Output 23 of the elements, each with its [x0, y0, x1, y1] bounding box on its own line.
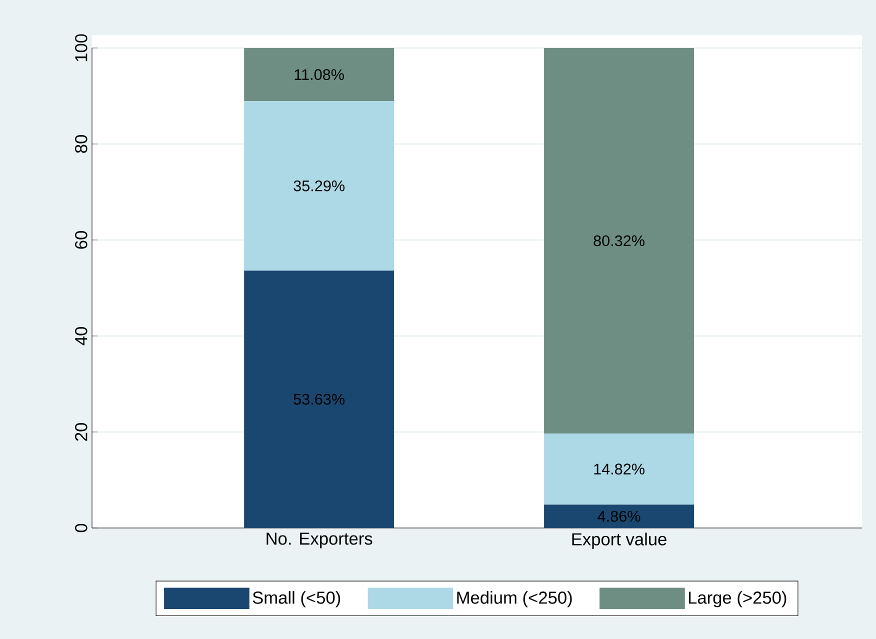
- y-tick-label: 0: [75, 524, 88, 532]
- data-label: 11.08%: [294, 69, 344, 80]
- bar: [544, 504, 694, 528]
- data-label: 4.86%: [598, 510, 640, 522]
- data-label: 80.32%: [594, 235, 644, 246]
- x-tick-label: No. Exporters: [266, 532, 372, 548]
- y-tick-label: 80: [75, 135, 88, 153]
- data-label: 14.82%: [594, 464, 644, 475]
- bar: [244, 270, 394, 528]
- legend-label: Small (<50): [252, 591, 340, 608]
- bar: [244, 48, 394, 102]
- bar: [244, 101, 394, 271]
- y-tick-label: 60: [75, 231, 88, 249]
- y-tick-label: 40: [75, 327, 88, 346]
- y-tick-label: 20: [75, 423, 88, 441]
- y-tick-label: 100: [75, 34, 88, 62]
- legend-label: Medium (<250): [457, 591, 572, 608]
- data-label: 53.63%: [294, 394, 345, 405]
- bar: [544, 434, 694, 505]
- data-label: 35.29%: [294, 180, 345, 192]
- bar: [544, 48, 694, 434]
- x-tick-label: Export value: [572, 532, 666, 549]
- legend-label: Large (>250): [688, 591, 786, 608]
